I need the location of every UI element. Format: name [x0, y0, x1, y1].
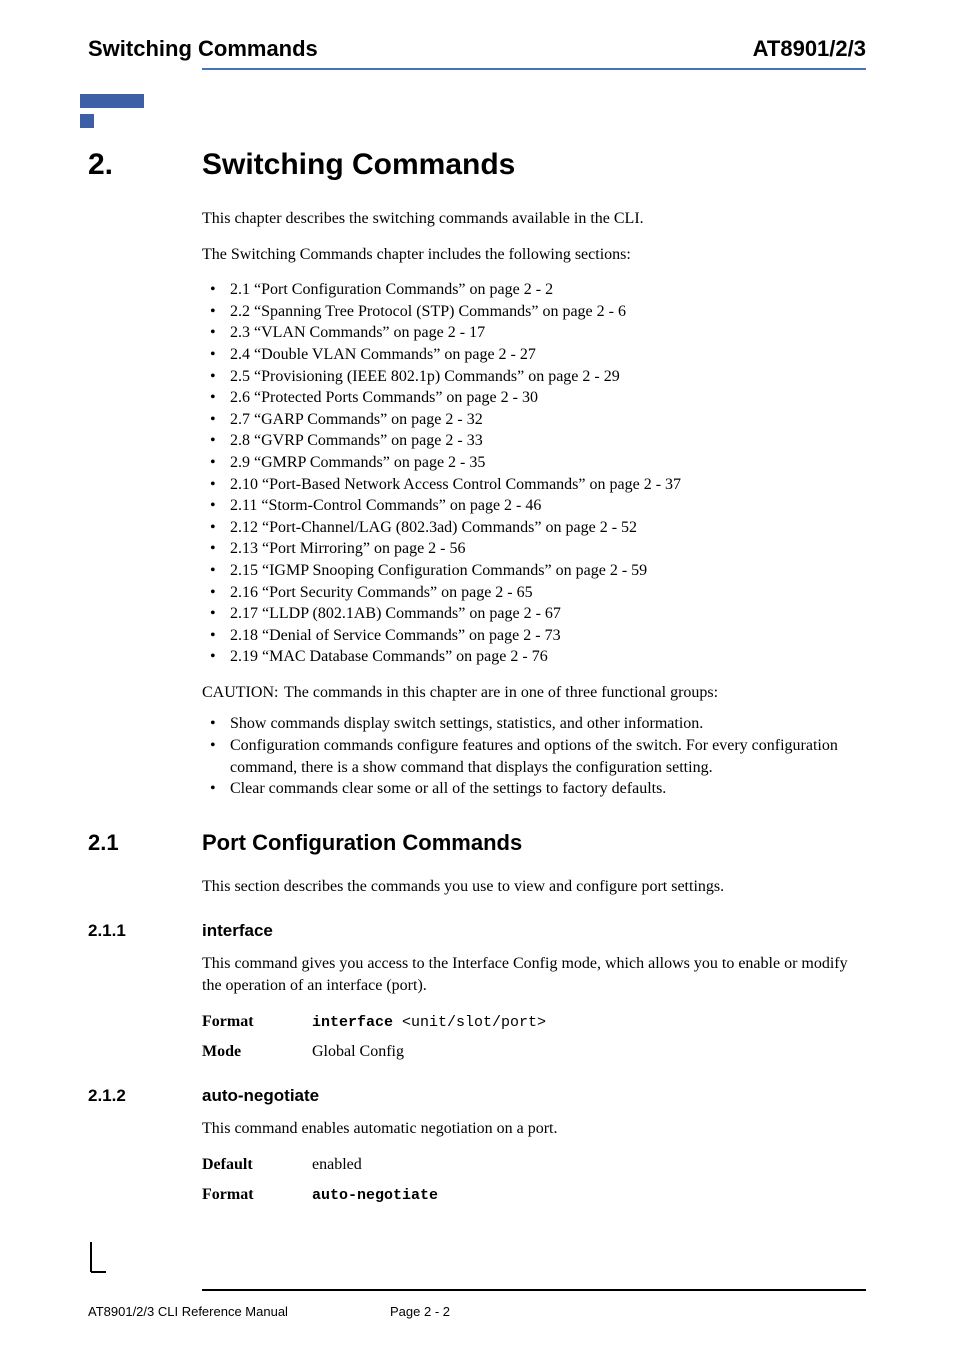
toc-item: 2.3 “VLAN Commands” on page 2 - 17 — [202, 322, 866, 344]
chapter-number: 2. — [88, 148, 202, 182]
toc-item: 2.5 “Provisioning (IEEE 802.1p) Commands… — [202, 366, 866, 388]
mode-row: Mode Global Config — [202, 1041, 866, 1063]
section-heading-2-1-2: 2.1.2 auto-negotiate — [88, 1086, 866, 1106]
toc-item: 2.7 “GARP Commands” on page 2 - 32 — [202, 409, 866, 431]
default-value: enabled — [312, 1154, 362, 1176]
footer-page-number: Page 2 - 2 — [390, 1304, 450, 1319]
subsection-number: 2.1.1 — [88, 921, 202, 941]
header-right: AT8901/2/3 — [753, 36, 866, 62]
toc-item: 2.11 “Storm-Control Commands” on page 2 … — [202, 495, 866, 517]
group-item: Clear commands clear some or all of the … — [202, 778, 866, 800]
subsection-title: interface — [202, 921, 273, 941]
cmd-args: <unit/slot/port> — [393, 1014, 546, 1031]
toc-item: 2.17 “LLDP (802.1AB) Commands” on page 2… — [202, 603, 866, 625]
groups-list: Show commands display switch settings, s… — [202, 713, 866, 799]
caution-block: CAUTION: The commands in this chapter ar… — [202, 682, 866, 704]
toc-item: 2.6 “Protected Ports Commands” on page 2… — [202, 387, 866, 409]
toc-item: 2.10 “Port-Based Network Access Control … — [202, 474, 866, 496]
header-left: Switching Commands — [88, 36, 318, 62]
footer-rule — [202, 1289, 866, 1291]
toc-item: 2.13 “Port Mirroring” on page 2 - 56 — [202, 538, 866, 560]
header-rule — [202, 68, 866, 70]
section-number: 2.1 — [88, 830, 202, 856]
toc-item: 2.19 “MAC Database Commands” on page 2 -… — [202, 646, 866, 668]
default-row: Default enabled — [202, 1154, 866, 1176]
toc-item: 2.8 “GVRP Commands” on page 2 - 33 — [202, 430, 866, 452]
cmd-name: interface — [312, 1014, 393, 1031]
default-label: Default — [202, 1154, 312, 1176]
chapter-heading: 2. Switching Commands — [88, 148, 866, 182]
toc-item: 2.4 “Double VLAN Commands” on page 2 - 2… — [202, 344, 866, 366]
logo-icon — [80, 94, 144, 135]
subsection-number: 2.1.2 — [88, 1086, 202, 1106]
section-desc: This section describes the commands you … — [202, 876, 866, 898]
subsection-desc: This command enables automatic negotiati… — [202, 1118, 866, 1140]
cmd-name: auto-negotiate — [312, 1187, 438, 1204]
toc-item: 2.9 “GMRP Commands” on page 2 - 35 — [202, 452, 866, 474]
toc-item: 2.1 “Port Configuration Commands” on pag… — [202, 279, 866, 301]
toc-item: 2.18 “Denial of Service Commands” on pag… — [202, 625, 866, 647]
footer-mark-icon — [88, 1242, 108, 1281]
caution-text: The commands in this chapter are in one … — [284, 682, 866, 704]
chapter-intro: This chapter describes the switching com… — [202, 208, 866, 800]
section-heading-2-1-1: 2.1.1 interface — [88, 921, 866, 941]
format-value: interface <unit/slot/port> — [312, 1011, 546, 1033]
caution-label: CAUTION: — [202, 682, 284, 704]
group-item: Show commands display switch settings, s… — [202, 713, 866, 735]
group-item: Configuration commands configure feature… — [202, 735, 866, 778]
toc-item: 2.16 “Port Security Commands” on page 2 … — [202, 582, 866, 604]
section-title: Port Configuration Commands — [202, 830, 522, 856]
chapter-title: Switching Commands — [202, 148, 515, 182]
page-footer: AT8901/2/3 CLI Reference Manual Page 2 -… — [88, 1304, 866, 1319]
intro-paragraph: This chapter describes the switching com… — [202, 208, 866, 230]
toc-list: 2.1 “Port Configuration Commands” on pag… — [202, 279, 866, 668]
section-2-1-1-body: This command gives you access to the Int… — [202, 953, 866, 1062]
section-heading-2-1: 2.1 Port Configuration Commands — [88, 830, 866, 856]
format-label: Format — [202, 1184, 312, 1206]
subsection-desc: This command gives you access to the Int… — [202, 953, 866, 996]
footer-left: AT8901/2/3 CLI Reference Manual — [88, 1304, 390, 1319]
page-header: Switching Commands AT8901/2/3 — [88, 36, 866, 62]
toc-item: 2.12 “Port-Channel/LAG (802.3ad) Command… — [202, 517, 866, 539]
format-row: Format interface <unit/slot/port> — [202, 1011, 866, 1033]
subsection-title: auto-negotiate — [202, 1086, 319, 1106]
format-value: auto-negotiate — [312, 1184, 438, 1206]
format-row: Format auto-negotiate — [202, 1184, 866, 1206]
mode-label: Mode — [202, 1041, 312, 1063]
section-2-1-2-body: This command enables automatic negotiati… — [202, 1118, 866, 1205]
section-2-1-body: This section describes the commands you … — [202, 876, 866, 898]
format-label: Format — [202, 1011, 312, 1033]
mode-value: Global Config — [312, 1041, 404, 1063]
toc-item: 2.15 “IGMP Snooping Configuration Comman… — [202, 560, 866, 582]
toc-item: 2.2 “Spanning Tree Protocol (STP) Comman… — [202, 301, 866, 323]
intro-paragraph: The Switching Commands chapter includes … — [202, 244, 866, 266]
